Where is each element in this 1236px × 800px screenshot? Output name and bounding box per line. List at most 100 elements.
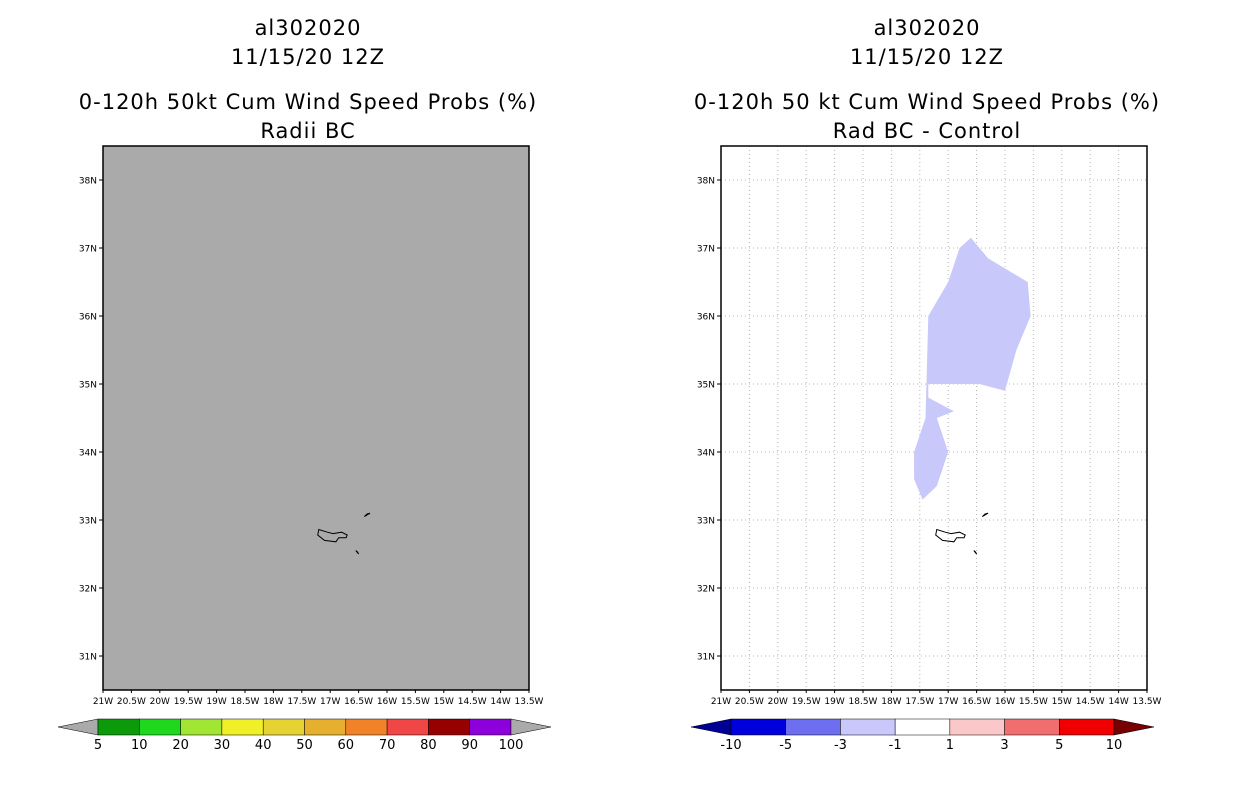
colorbar-segment	[894, 718, 951, 736]
map-frame	[720, 145, 1148, 691]
colorbar-segment	[139, 718, 181, 736]
map-background	[103, 146, 529, 690]
colorbar-label: 5	[94, 738, 102, 753]
colorbar-label: 10	[1106, 738, 1123, 753]
colorbar-label: 40	[255, 738, 272, 753]
colorbar-segment	[221, 718, 264, 736]
lat-tick-label: 33N	[79, 517, 97, 527]
left-title-storm-id: al302020	[254, 16, 362, 40]
lon-tick-label: 15.5W	[1019, 697, 1048, 707]
lon-tick-label: 17.5W	[287, 697, 316, 707]
lon-tick-label: 19W	[824, 697, 844, 707]
lon-tick-label: 17W	[938, 697, 958, 707]
lon-tick-label: 13.5W	[515, 697, 544, 707]
lon-tick-label: 19W	[206, 697, 226, 707]
left-title-product: 0-120h 50kt Cum Wind Speed Probs (%)	[78, 90, 538, 114]
lat-tick-label: 34N	[697, 449, 715, 459]
lon-tick-label: 13.5W	[1133, 697, 1162, 707]
colorbar-segment	[180, 718, 223, 736]
colorbar-segment	[469, 718, 512, 736]
probability-difference-region	[914, 237, 1031, 500]
lat-tick-label: 35N	[79, 381, 97, 391]
colorbar-label: -10	[720, 738, 741, 753]
lat-tick-label: 32N	[697, 585, 715, 595]
colorbar-under-arrow	[690, 718, 732, 736]
lon-tick-label: 14W	[490, 697, 510, 707]
colorbar-over-arrow	[1113, 718, 1155, 736]
island-outline-madeira	[935, 528, 966, 543]
right-title-storm-id: al302020	[873, 16, 981, 40]
lon-tick-label: 14W	[1108, 697, 1128, 707]
right-title-product: 0-120h 50 kt Cum Wind Speed Probs (%)	[693, 90, 1161, 114]
right-title-datetime: 11/15/20 12Z	[849, 45, 1005, 69]
lat-tick-label: 31N	[79, 653, 97, 663]
lon-tick-label: 20.5W	[735, 697, 764, 707]
lon-tick-label: 14.5W	[1076, 697, 1105, 707]
island-outline-porto-santo	[981, 512, 989, 518]
lon-tick-label: 18.5W	[849, 697, 878, 707]
colorbar-segment	[345, 718, 388, 736]
left-map-panel: 31N 32N 33N 34N 35N 36N 37N 38N 21W 20.5W 20W 19.5W…	[57, 145, 552, 753]
lon-tick-label: 16W	[995, 697, 1015, 707]
colorbar-segment	[785, 718, 841, 736]
colorbar-segment	[262, 718, 305, 736]
colorbar-label: 50	[296, 738, 313, 753]
lon-tick-label: 21W	[93, 697, 113, 707]
lon-tick-label: 15W	[1052, 697, 1072, 707]
island-outline-porto-santo	[363, 512, 371, 518]
lon-tick-label: 20W	[768, 697, 788, 707]
lat-tick-label: 35N	[697, 381, 715, 391]
lat-tick-label: 33N	[697, 517, 715, 527]
colorbar-segment	[949, 718, 1005, 736]
colorbar-segment	[840, 718, 896, 736]
lon-tick-label: 14.5W	[458, 697, 487, 707]
colorbar-label: 60	[338, 738, 355, 753]
colorbar-label: -1	[889, 738, 902, 753]
lon-tick-label: 15.5W	[401, 697, 430, 707]
colorbar-under-arrow	[57, 718, 99, 736]
colorbar-label: 90	[461, 738, 478, 753]
lat-tick-label: 38N	[697, 177, 715, 187]
colorbar-label: -3	[834, 738, 847, 753]
lon-tick-label: 17W	[320, 697, 340, 707]
island-outline-desertas	[355, 550, 360, 555]
lat-tick-label: 38N	[79, 177, 97, 187]
lat-tick-label: 34N	[79, 449, 97, 459]
colorbar-label: 100	[499, 738, 524, 753]
colorbar-over-arrow	[510, 718, 552, 736]
colorbar-segment	[304, 718, 347, 736]
colorbar-segment	[97, 718, 140, 736]
right-title-subtitle: Rad BC - Control	[832, 119, 1022, 143]
colorbar-label: 10	[131, 738, 148, 753]
map-frame	[102, 145, 530, 691]
lon-tick-label: 18.5W	[231, 697, 260, 707]
lon-tick-label: 19.5W	[792, 697, 821, 707]
lon-tick-label: 16.5W	[962, 697, 991, 707]
lat-tick-label: 36N	[79, 313, 97, 323]
colorbar-label: -5	[779, 738, 792, 753]
colorbar-label: 3	[1000, 738, 1008, 753]
island-outline-desertas	[973, 550, 978, 555]
right-map-panel: 31N 32N 33N 34N 35N 36N 37N 38N 21W 20.5W 20W 19.5W…	[690, 145, 1162, 753]
lon-tick-label: 21W	[711, 697, 731, 707]
lon-tick-label: 15W	[434, 697, 454, 707]
lon-tick-label: 16W	[377, 697, 397, 707]
lon-tick-label: 18W	[881, 697, 901, 707]
colorbar-label: 1	[946, 738, 954, 753]
colorbar-segment	[428, 718, 470, 736]
lon-tick-label: 17.5W	[905, 697, 934, 707]
island-outline-madeira	[317, 528, 348, 543]
lat-tick-label: 37N	[697, 245, 715, 255]
colorbar-segment	[1059, 718, 1115, 736]
lon-tick-label: 16.5W	[344, 697, 373, 707]
lon-tick-label: 19.5W	[174, 697, 203, 707]
colorbar-segment	[730, 718, 786, 736]
lon-tick-label: 18W	[263, 697, 283, 707]
left-title-subtitle: Radii BC	[260, 119, 356, 143]
colorbar-label: 5	[1055, 738, 1063, 753]
lat-tick-label: 32N	[79, 585, 97, 595]
colorbar-segment	[1004, 718, 1060, 736]
left-title-datetime: 11/15/20 12Z	[230, 45, 386, 69]
lat-tick-label: 31N	[697, 653, 715, 663]
